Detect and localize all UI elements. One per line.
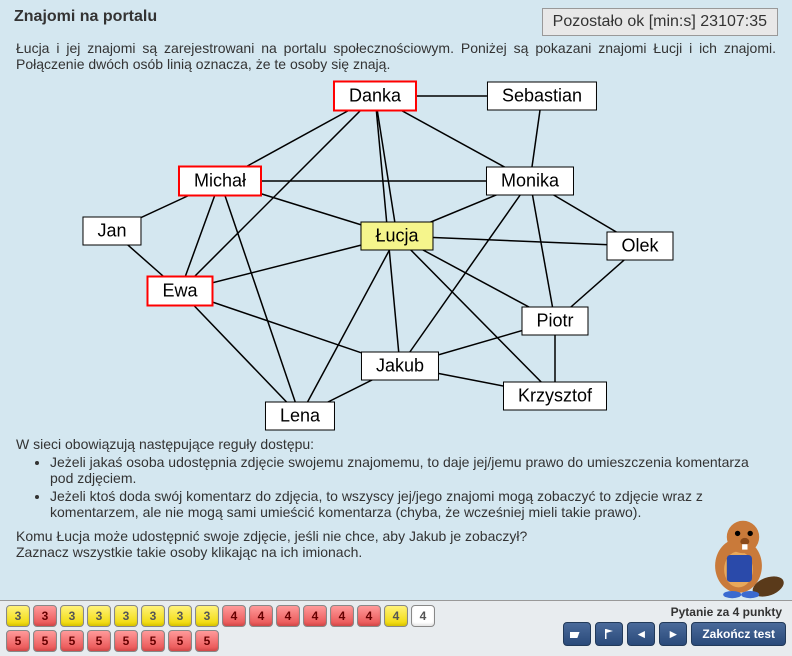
question-nav: 3333333344444444 55555555 — [6, 605, 435, 652]
nav-question-button[interactable]: 3 — [6, 605, 30, 627]
page-title: Znajomi na portalu — [14, 8, 157, 26]
nav-question-button[interactable]: 3 — [114, 605, 138, 627]
person-node-danka[interactable]: Danka — [333, 81, 417, 112]
person-node-lena[interactable]: Lena — [265, 402, 335, 431]
rule-item: Jeżeli ktoś doda swój komentarz do zdjęc… — [50, 488, 776, 520]
person-node-krzysztof[interactable]: Krzysztof — [503, 382, 607, 411]
nav-question-button[interactable]: 5 — [141, 630, 165, 652]
finish-test-button[interactable]: Zakończ test — [691, 622, 786, 646]
nav-question-button[interactable]: 4 — [384, 605, 408, 627]
nav-question-button[interactable]: 3 — [60, 605, 84, 627]
nav-question-button[interactable]: 4 — [249, 605, 273, 627]
bottom-bar: 3333333344444444 55555555 Pytanie za 4 p… — [0, 600, 792, 656]
person-node-jan[interactable]: Jan — [82, 217, 141, 246]
nav-question-button[interactable]: 3 — [33, 605, 57, 627]
person-node-piotr[interactable]: Piotr — [521, 307, 588, 336]
person-node-jakub[interactable]: Jakub — [361, 352, 439, 381]
nav-question-button[interactable]: 4 — [411, 605, 435, 627]
social-graph: Danka Sebastian Michał Monika Jan Łucja Olek Ew… — [0, 76, 792, 436]
nav-question-button[interactable]: 4 — [330, 605, 354, 627]
nav-question-button[interactable]: 5 — [114, 630, 138, 652]
timer-box: Pozostało ok [min:s] 23107:35 — [542, 8, 778, 36]
nav-question-button[interactable]: 5 — [60, 630, 84, 652]
nav-question-button[interactable]: 5 — [195, 630, 219, 652]
prev-button[interactable]: ◄ — [627, 622, 655, 646]
flag-button[interactable] — [595, 622, 623, 646]
rule-item: Jeżeli jakaś osoba udostępnia zdjęcie sw… — [50, 454, 776, 486]
person-node-sebastian[interactable]: Sebastian — [487, 82, 597, 111]
nav-question-button[interactable]: 5 — [87, 630, 111, 652]
nav-question-button[interactable]: 4 — [357, 605, 381, 627]
person-node-lucja[interactable]: Łucja — [360, 222, 433, 251]
nav-question-button[interactable]: 3 — [168, 605, 192, 627]
nav-question-button[interactable]: 5 — [6, 630, 30, 652]
nav-question-button[interactable]: 4 — [222, 605, 246, 627]
question-text: Komu Łucja może udostępnić swoje zdjęcie… — [0, 528, 792, 560]
rules-intro: W sieci obowiązują następujące reguły do… — [16, 436, 776, 452]
points-label: Pytanie za 4 punkty — [671, 605, 786, 619]
nav-question-button[interactable]: 4 — [303, 605, 327, 627]
nav-question-button[interactable]: 4 — [276, 605, 300, 627]
timer-label: Pozostało ok [min:s] — [553, 13, 701, 30]
next-button[interactable]: ► — [659, 622, 687, 646]
person-node-ewa[interactable]: Ewa — [146, 276, 213, 307]
nav-question-button[interactable]: 3 — [87, 605, 111, 627]
nav-question-button[interactable]: 5 — [168, 630, 192, 652]
question-line: Zaznacz wszystkie takie osoby klikając n… — [16, 544, 776, 560]
nav-question-button[interactable]: 5 — [33, 630, 57, 652]
person-node-monika[interactable]: Monika — [486, 167, 574, 196]
person-node-michal[interactable]: Michał — [178, 166, 262, 197]
eraser-button[interactable] — [563, 622, 591, 646]
nav-question-button[interactable]: 3 — [141, 605, 165, 627]
timer-value: 23107:35 — [700, 13, 767, 30]
nav-question-button[interactable]: 3 — [195, 605, 219, 627]
description-text: Łucja i jej znajomi są zarejestrowani na… — [0, 36, 792, 76]
rules-section: W sieci obowiązują następujące reguły do… — [0, 436, 792, 520]
person-node-olek[interactable]: Olek — [606, 232, 673, 261]
question-line: Komu Łucja może udostępnić swoje zdjęcie… — [16, 528, 776, 544]
